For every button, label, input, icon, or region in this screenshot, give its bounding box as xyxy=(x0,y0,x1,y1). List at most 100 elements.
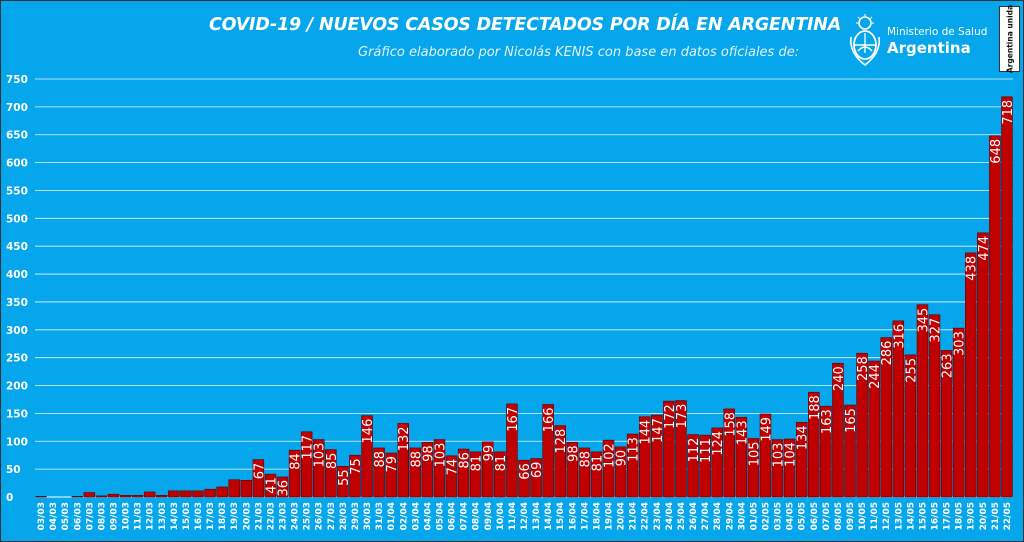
bar xyxy=(675,400,687,498)
bar xyxy=(276,476,289,498)
y-tick-label: 750 xyxy=(6,74,28,86)
x-tick-label: 12/04 xyxy=(520,502,530,530)
bar xyxy=(228,479,240,498)
bar xyxy=(119,495,132,498)
data-label: 103 xyxy=(313,443,328,468)
y-tick-label: 400 xyxy=(6,269,28,281)
bar xyxy=(83,492,96,498)
data-label: 147 xyxy=(651,418,666,443)
bar xyxy=(566,442,579,498)
country-name: Argentina xyxy=(887,39,971,57)
data-label: 327 xyxy=(929,318,944,343)
bar xyxy=(759,413,772,498)
bar xyxy=(928,314,941,498)
data-label: 105 xyxy=(747,441,762,466)
bar xyxy=(361,415,373,498)
y-tick-label: 550 xyxy=(6,185,28,197)
data-label: 255 xyxy=(904,358,919,383)
bar xyxy=(940,350,953,498)
bar xyxy=(325,449,337,498)
bar xyxy=(747,438,760,498)
bar xyxy=(433,439,446,498)
x-tick-label: 26/04 xyxy=(689,502,699,530)
x-tick-label: 06/03 xyxy=(73,502,83,530)
x-tick-label: 06/04 xyxy=(448,502,458,530)
x-tick-label: 11/04 xyxy=(508,502,518,530)
data-label: 165 xyxy=(844,408,859,433)
y-tick-label: 300 xyxy=(6,325,28,337)
bar xyxy=(457,448,470,498)
x-tick-label: 30/03 xyxy=(363,502,373,530)
data-label: 102 xyxy=(603,443,618,468)
data-label: 84 xyxy=(289,453,304,470)
x-tick-label: 09/04 xyxy=(484,502,494,530)
data-label: 98 xyxy=(421,445,436,462)
data-label: 66 xyxy=(518,463,533,480)
x-tick-label: 05/04 xyxy=(435,502,445,530)
ministry-name: Ministerio de Salud xyxy=(887,26,988,38)
x-tick-label: 14/05 xyxy=(906,502,916,530)
bar xyxy=(989,135,1001,498)
x-tick-label: 20/03 xyxy=(242,502,252,530)
data-label: 132 xyxy=(397,426,412,451)
data-label: 113 xyxy=(627,437,642,462)
data-label: 188 xyxy=(808,395,823,420)
bar xyxy=(168,490,180,498)
x-tick-label: 08/03 xyxy=(97,502,107,530)
data-label: 99 xyxy=(482,445,497,462)
x-tick-label: 14/04 xyxy=(544,502,554,530)
x-tick-label: 19/05 xyxy=(967,502,977,530)
bar xyxy=(868,360,880,498)
x-tick-label: 11/05 xyxy=(870,502,880,530)
bar xyxy=(578,447,591,498)
x-tick-label: 22/04 xyxy=(641,502,651,530)
bar xyxy=(95,495,108,498)
bar xyxy=(820,405,832,498)
data-label: 79 xyxy=(385,456,400,473)
x-tick-label: 19/04 xyxy=(605,502,615,530)
bar xyxy=(735,417,748,498)
bar xyxy=(494,451,506,498)
data-label: 81 xyxy=(470,455,485,472)
x-tick-label: 18/05 xyxy=(955,502,965,530)
x-tick-label: 10/05 xyxy=(858,502,868,530)
ministry-logo: Ministerio de Salud Argentina xyxy=(847,13,997,69)
y-tick-label: 600 xyxy=(6,158,28,170)
bar xyxy=(554,425,566,498)
x-tick-label: 26/03 xyxy=(315,502,325,530)
bar xyxy=(1001,96,1013,498)
data-label: 167 xyxy=(506,407,521,432)
bar xyxy=(808,391,820,498)
bar xyxy=(952,327,965,498)
x-tick-label: 23/03 xyxy=(279,502,289,530)
data-label: 134 xyxy=(796,425,811,450)
bar xyxy=(349,454,361,498)
data-label: 240 xyxy=(832,366,847,391)
data-label: 258 xyxy=(856,356,871,381)
x-tick-label: 04/04 xyxy=(423,502,433,530)
x-tick-label: 29/04 xyxy=(725,502,735,530)
data-label: 303 xyxy=(953,331,968,356)
y-tick-label: 450 xyxy=(6,241,28,253)
y-tick-label: 700 xyxy=(6,102,28,114)
x-tick-label: 09/03 xyxy=(109,502,119,530)
data-label: 81 xyxy=(590,455,605,472)
data-label: 75 xyxy=(349,458,364,475)
bar xyxy=(156,495,168,498)
x-tick-label: 20/05 xyxy=(979,502,989,530)
data-label: 173 xyxy=(675,404,690,429)
x-tick-label: 16/04 xyxy=(568,502,578,530)
x-tick-label: 01/04 xyxy=(387,502,397,530)
data-label: 111 xyxy=(699,438,714,463)
bar xyxy=(337,466,349,498)
x-tick-label: 28/03 xyxy=(339,502,349,530)
bar xyxy=(590,451,603,498)
bar xyxy=(482,441,494,498)
x-tick-label: 17/03 xyxy=(206,502,216,530)
x-tick-label: 07/04 xyxy=(460,502,470,530)
data-label: 86 xyxy=(458,452,473,469)
x-tick-label: 16/03 xyxy=(194,502,204,530)
bar xyxy=(71,496,83,498)
x-tick-label: 21/05 xyxy=(991,502,1001,530)
data-label: 648 xyxy=(989,139,1004,164)
